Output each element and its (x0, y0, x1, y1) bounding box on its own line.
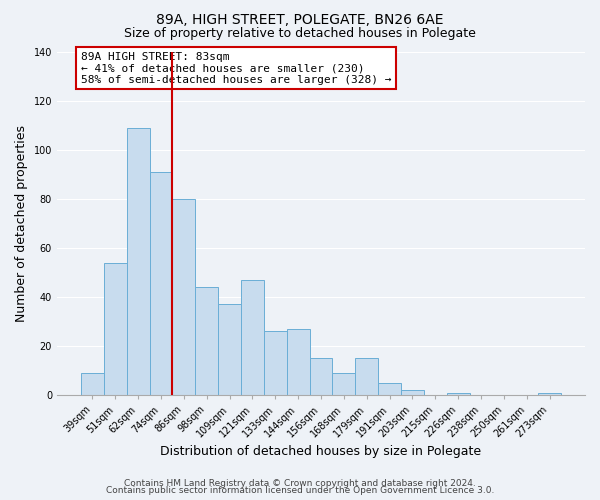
Bar (355, 358, 378, 395)
Bar (538, 392, 561, 395)
Bar (401, 390, 424, 395)
Bar (104, 262, 127, 395)
Bar (287, 329, 310, 395)
Text: Contains public sector information licensed under the Open Government Licence 3.: Contains public sector information licen… (106, 486, 494, 495)
X-axis label: Distribution of detached houses by size in Polegate: Distribution of detached houses by size … (160, 444, 482, 458)
Bar (241, 280, 264, 395)
Bar (218, 304, 241, 395)
Bar (264, 331, 287, 395)
Bar (310, 358, 332, 395)
Text: 89A, HIGH STREET, POLEGATE, BN26 6AE: 89A, HIGH STREET, POLEGATE, BN26 6AE (156, 12, 444, 26)
Text: Contains HM Land Registry data © Crown copyright and database right 2024.: Contains HM Land Registry data © Crown c… (124, 478, 476, 488)
Bar (378, 382, 401, 395)
Bar (172, 198, 195, 395)
Bar (195, 287, 218, 395)
Bar (446, 392, 470, 395)
Bar (332, 373, 355, 395)
Text: Size of property relative to detached houses in Polegate: Size of property relative to detached ho… (124, 28, 476, 40)
Bar (81, 373, 104, 395)
Bar (149, 172, 172, 395)
Text: 89A HIGH STREET: 83sqm
← 41% of detached houses are smaller (230)
58% of semi-de: 89A HIGH STREET: 83sqm ← 41% of detached… (81, 52, 391, 84)
Y-axis label: Number of detached properties: Number of detached properties (15, 125, 28, 322)
Bar (127, 128, 149, 395)
